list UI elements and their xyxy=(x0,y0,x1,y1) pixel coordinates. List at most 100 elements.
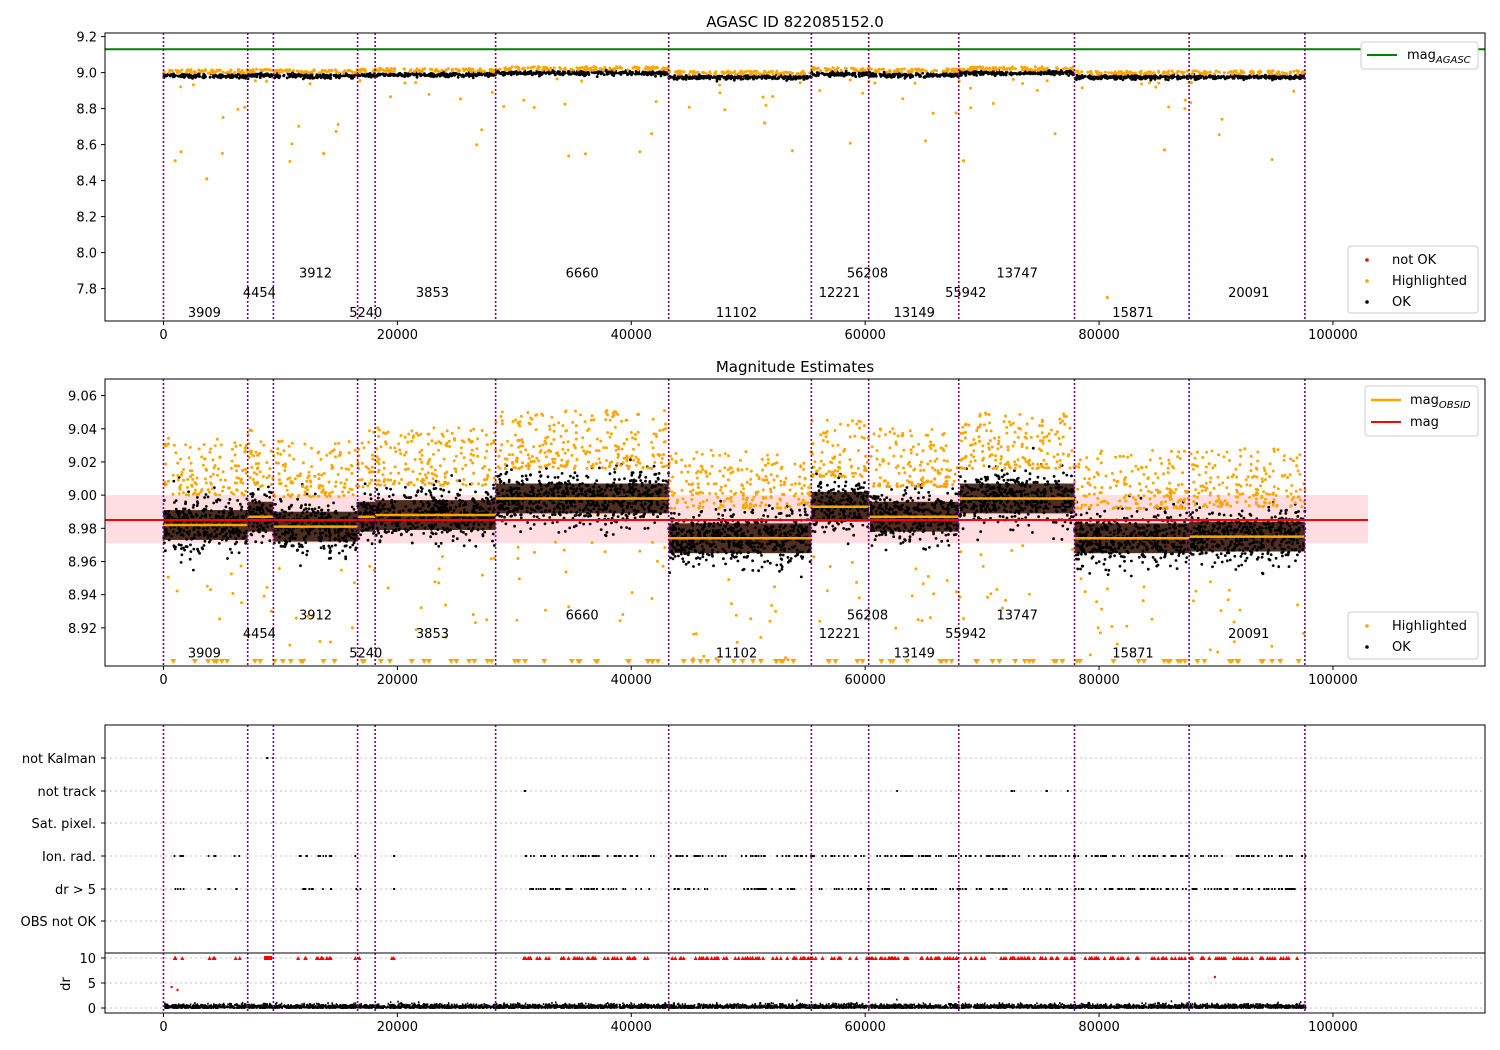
ok-point xyxy=(641,70,645,74)
ok-point xyxy=(429,73,433,76)
highlighted-point xyxy=(244,489,248,493)
ok-point xyxy=(378,539,382,542)
ok-point xyxy=(351,76,355,80)
ok-point xyxy=(366,538,370,542)
highlighted-point xyxy=(261,475,265,479)
obsid-label: 11102 xyxy=(716,306,757,321)
highlighted-point xyxy=(1120,71,1124,75)
ok-point xyxy=(449,523,453,526)
highlighted-point xyxy=(654,100,658,104)
ok-point xyxy=(437,544,441,548)
ok-point xyxy=(821,72,825,76)
highlighted-point xyxy=(348,487,352,491)
ok-point xyxy=(227,514,231,518)
highlighted-point xyxy=(339,481,343,485)
ok-point xyxy=(663,73,667,77)
ok-point xyxy=(902,73,905,77)
ok-point xyxy=(1189,76,1193,80)
ok-point xyxy=(330,521,334,525)
ok-point xyxy=(179,561,183,564)
ok-point xyxy=(878,72,882,76)
highlighted-point xyxy=(767,70,771,74)
ok-point xyxy=(1133,74,1137,78)
ok-point xyxy=(162,74,166,78)
highlighted-point xyxy=(276,447,280,451)
highlighted-point xyxy=(771,72,775,76)
highlighted-point xyxy=(489,442,493,446)
ok-point xyxy=(203,539,207,543)
highlighted-point xyxy=(265,67,269,71)
ok-point xyxy=(404,485,407,489)
ok-point xyxy=(1205,76,1208,79)
highlighted-point xyxy=(235,481,239,485)
highlighted-point xyxy=(303,442,307,446)
ok-point xyxy=(261,508,265,512)
highlighted-point xyxy=(361,68,365,71)
highlighted-point xyxy=(337,495,341,499)
highlighted-point xyxy=(189,461,193,465)
highlighted-point xyxy=(292,457,296,461)
highlighted-point xyxy=(345,478,349,482)
highlighted-point xyxy=(290,142,294,146)
ok-point xyxy=(290,534,293,538)
highlighted-point xyxy=(259,68,262,72)
highlighted-point xyxy=(430,482,434,486)
x-tick-label: 40000 xyxy=(611,328,652,343)
highlighted-point xyxy=(931,111,935,115)
ok-point xyxy=(328,550,332,553)
ok-point xyxy=(274,502,277,506)
highlighted-point xyxy=(343,482,347,486)
ok-point xyxy=(431,526,435,529)
ok-point xyxy=(385,486,388,490)
highlighted-point xyxy=(1005,67,1009,71)
highlighted-point xyxy=(230,491,233,494)
highlighted-point xyxy=(798,81,802,85)
ok-point xyxy=(368,520,372,524)
highlighted-point xyxy=(376,460,380,464)
highlighted-point xyxy=(900,67,904,71)
ok-point xyxy=(429,535,432,539)
highlighted-point xyxy=(371,470,375,474)
highlighted-point xyxy=(180,68,184,72)
highlighted-point xyxy=(971,65,975,69)
highlighted-point xyxy=(954,68,958,71)
highlighted-point xyxy=(176,461,180,465)
highlighted-point xyxy=(241,481,245,485)
highlighted-point xyxy=(217,68,221,72)
highlighted-point xyxy=(319,457,323,461)
highlighted-point xyxy=(269,449,273,453)
ok-point xyxy=(376,496,380,500)
ok-point xyxy=(422,532,426,535)
ok-point xyxy=(631,71,634,75)
ok-point xyxy=(834,73,838,77)
ok-point xyxy=(315,74,318,78)
ok-point xyxy=(492,521,496,525)
ok-point xyxy=(363,492,367,495)
highlighted-point xyxy=(522,98,526,102)
highlighted-point xyxy=(1080,86,1084,90)
ok-point xyxy=(217,542,221,545)
highlighted-point xyxy=(265,585,269,589)
ok-point xyxy=(294,75,298,79)
ok-point xyxy=(699,75,703,79)
ok-point xyxy=(359,502,363,506)
highlighted-point xyxy=(383,483,387,487)
highlighted-point xyxy=(371,453,374,457)
ok-point xyxy=(239,508,243,512)
ok-point xyxy=(317,506,321,509)
ok-point xyxy=(174,545,177,549)
highlighted-point xyxy=(418,450,422,454)
ok-point xyxy=(1170,75,1173,79)
obsid-label: 55942 xyxy=(945,286,986,301)
ok-point xyxy=(492,501,495,505)
ok-point xyxy=(654,71,658,75)
ok-point xyxy=(195,504,199,507)
ok-point xyxy=(327,513,331,517)
highlighted-point xyxy=(221,489,224,493)
ok-point xyxy=(225,74,229,78)
highlighted-point xyxy=(472,471,476,475)
ok-point xyxy=(192,536,196,540)
highlighted-point xyxy=(1002,67,1005,71)
highlighted-point xyxy=(1069,66,1073,70)
